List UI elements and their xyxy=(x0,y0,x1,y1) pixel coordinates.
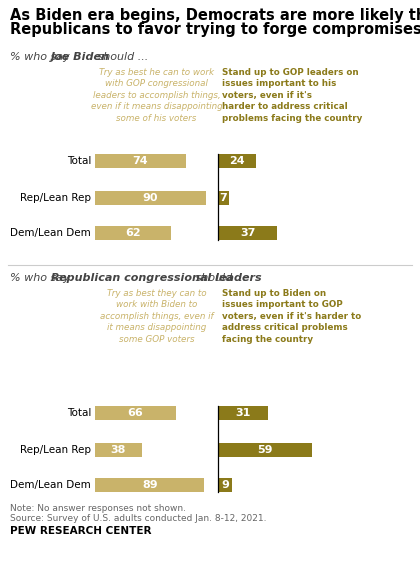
Text: Try as best he can to work
with GOP congressional
leaders to accomplish things,
: Try as best he can to work with GOP cong… xyxy=(91,68,222,123)
Text: Republicans to favor trying to forge compromises: Republicans to favor trying to forge com… xyxy=(10,22,420,37)
Text: 24: 24 xyxy=(229,156,245,166)
Text: As Biden era begins, Democrats are more likely than: As Biden era begins, Democrats are more … xyxy=(10,8,420,23)
Text: 59: 59 xyxy=(257,445,273,455)
Text: 31: 31 xyxy=(235,408,250,418)
Bar xyxy=(218,443,312,457)
Bar xyxy=(218,191,229,205)
Text: % who say: % who say xyxy=(10,273,73,283)
Text: Rep/Lean Rep: Rep/Lean Rep xyxy=(20,445,91,455)
Text: 7: 7 xyxy=(220,193,228,203)
Text: 66: 66 xyxy=(128,408,144,418)
Text: 62: 62 xyxy=(125,228,141,238)
Text: Rep/Lean Rep: Rep/Lean Rep xyxy=(20,193,91,203)
Text: PEW RESEARCH CENTER: PEW RESEARCH CENTER xyxy=(10,526,152,536)
Bar xyxy=(95,191,206,205)
Text: Note: No answer responses not shown.: Note: No answer responses not shown. xyxy=(10,504,186,513)
Text: 74: 74 xyxy=(133,156,148,166)
Text: Total: Total xyxy=(67,408,91,418)
Text: 90: 90 xyxy=(143,193,158,203)
Bar xyxy=(95,154,186,168)
Bar xyxy=(218,226,277,240)
Text: 38: 38 xyxy=(111,445,126,455)
Text: Dem/Lean Dem: Dem/Lean Dem xyxy=(10,480,91,490)
Bar xyxy=(95,226,171,240)
Text: Republican congressional leaders: Republican congressional leaders xyxy=(51,273,262,283)
Text: should ...: should ... xyxy=(94,52,148,62)
Text: Dem/Lean Dem: Dem/Lean Dem xyxy=(10,228,91,238)
Text: Stand up to Biden on
issues important to GOP
voters, even if it's harder to
addr: Stand up to Biden on issues important to… xyxy=(222,289,361,344)
Bar xyxy=(218,154,256,168)
Text: Total: Total xyxy=(67,156,91,166)
Text: 37: 37 xyxy=(240,228,255,238)
Bar xyxy=(95,478,205,492)
Bar xyxy=(95,443,142,457)
Text: % who say: % who say xyxy=(10,52,73,62)
Bar xyxy=(218,406,268,420)
Bar xyxy=(95,406,176,420)
Text: 89: 89 xyxy=(142,480,158,490)
Bar xyxy=(218,478,232,492)
Text: Joe Biden: Joe Biden xyxy=(51,52,110,62)
Text: 9: 9 xyxy=(221,480,229,490)
Text: Stand up to GOP leaders on
issues important to his
voters, even if it's
harder t: Stand up to GOP leaders on issues import… xyxy=(222,68,362,123)
Text: should ...: should ... xyxy=(192,273,246,283)
Text: Try as best they can to
work with Biden to
accomplish things, even if
it means d: Try as best they can to work with Biden … xyxy=(100,289,213,344)
Text: Source: Survey of U.S. adults conducted Jan. 8-12, 2021.: Source: Survey of U.S. adults conducted … xyxy=(10,514,267,523)
